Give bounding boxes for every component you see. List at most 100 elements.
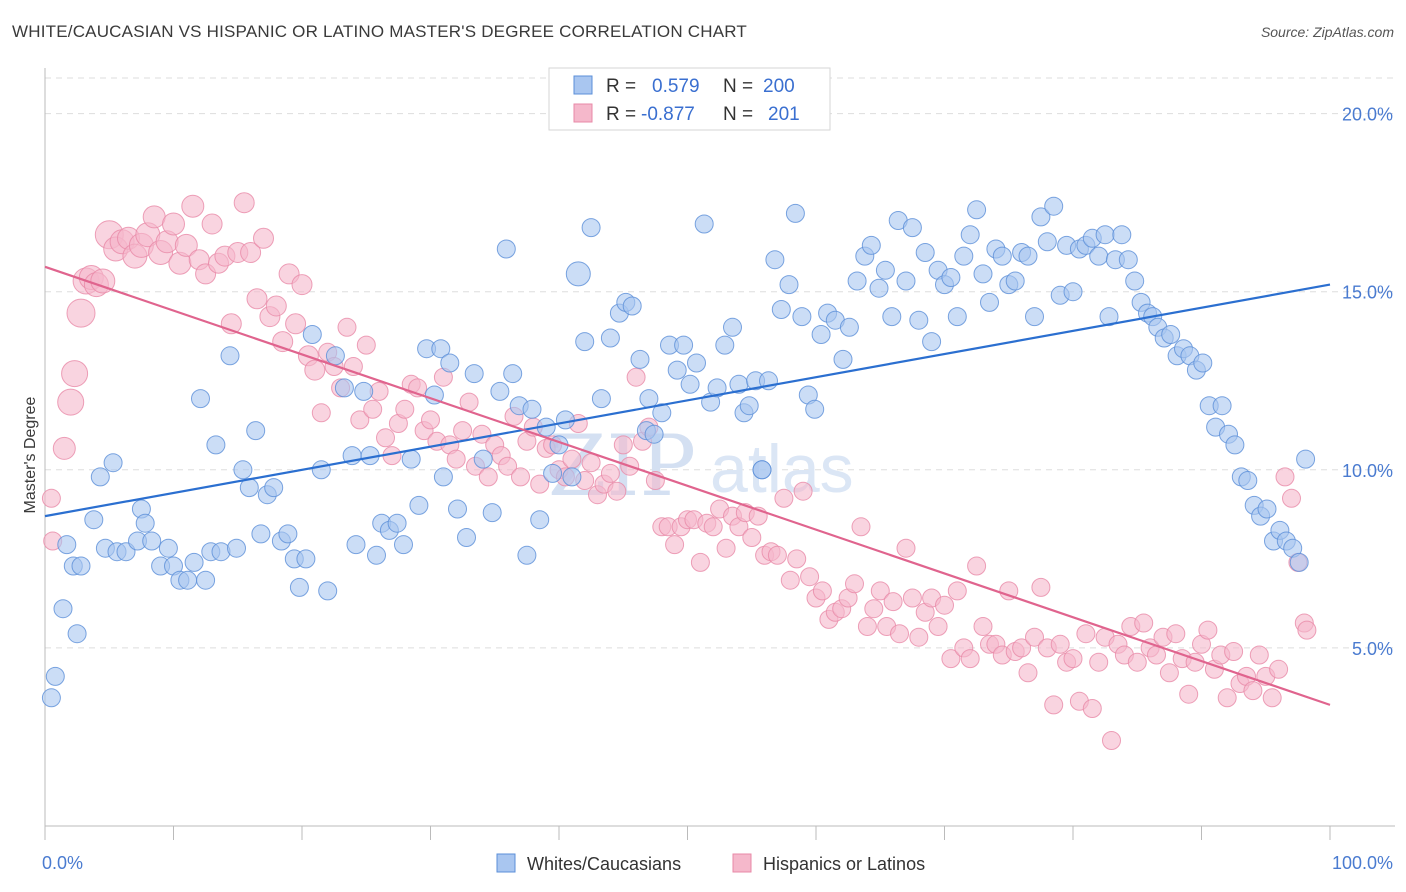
white-point (543, 463, 563, 483)
hispanic-point (716, 538, 736, 558)
white-point (909, 310, 929, 330)
white-point (424, 385, 444, 405)
white-point (311, 460, 331, 480)
white-point (251, 524, 271, 544)
white-point (394, 535, 413, 555)
hispanic-point (66, 298, 96, 328)
white-point (401, 449, 421, 469)
white-point (839, 317, 859, 337)
white-point (1025, 307, 1044, 327)
white-point (482, 503, 502, 523)
white-point (1225, 435, 1245, 455)
white-point (667, 360, 687, 380)
hispanic-point (498, 456, 518, 476)
white-point (694, 214, 714, 234)
y-tick-labels: 5.0% 10.0% 15.0% 20.0% (1342, 105, 1393, 659)
white-point (522, 399, 542, 419)
x-tick-label: 100.0% (1332, 853, 1393, 873)
white-point (503, 364, 523, 384)
hispanic-point (703, 517, 723, 537)
hispanic-point (1102, 731, 1121, 750)
white-points (41, 196, 1316, 708)
white-point (1112, 225, 1132, 245)
white-point (739, 396, 759, 416)
hispanic-point (774, 488, 794, 508)
white-point (264, 478, 284, 498)
hispanic-point (285, 313, 307, 335)
hispanic-point (973, 617, 993, 636)
hispanic-point (890, 624, 909, 644)
white-point (687, 353, 706, 373)
white-point (973, 264, 993, 284)
hispanic-point (665, 535, 685, 555)
hispanic-point (1179, 684, 1199, 704)
hispanic-point (857, 617, 877, 636)
hispanic-point (787, 549, 807, 569)
white-point (882, 307, 902, 327)
hispanic-point (1282, 488, 1301, 508)
hispanic-point (600, 463, 620, 483)
hispanic-point (1018, 663, 1038, 683)
white-point (45, 666, 65, 686)
hispanic-point (1249, 645, 1269, 665)
white-point (562, 467, 582, 487)
white-point (591, 389, 611, 409)
white-point (555, 410, 575, 430)
white-point (896, 271, 916, 291)
hispanic-point (246, 288, 268, 310)
y-tick-label: 5.0% (1352, 639, 1393, 659)
hispanic-point (350, 410, 370, 430)
white-point (715, 335, 735, 355)
hispanic-point (896, 538, 916, 558)
legend-n-value-1: 200 (763, 76, 795, 97)
white-point (103, 453, 123, 473)
white-point (367, 545, 386, 565)
hispanic-point (613, 435, 633, 455)
white-point (135, 513, 155, 533)
bottom-legend-label-whites: Whites/Caucasians (527, 854, 681, 874)
white-point (440, 353, 460, 373)
legend-r-value-1: 0.579 (652, 76, 700, 97)
white-point (71, 556, 91, 576)
white-point (960, 225, 980, 245)
hispanic-point (812, 581, 832, 601)
x-tick-labels: 0.0% 100.0% (42, 853, 1393, 873)
white-point (707, 378, 727, 398)
hispanic-point (845, 574, 864, 594)
white-point (869, 278, 889, 298)
hispanic-point (162, 212, 185, 236)
white-point (431, 339, 451, 359)
white-point (752, 460, 772, 480)
white-point (1095, 225, 1115, 245)
y-axis-label: Master's Degree (22, 396, 39, 513)
legend-r-label-1: R = (606, 76, 636, 97)
white-point (1099, 307, 1119, 327)
white-point (227, 538, 246, 558)
white-point (980, 292, 999, 312)
white-point (296, 549, 316, 569)
hispanic-point (1044, 695, 1064, 715)
series-legend: Whites/Caucasians Hispanics or Latinos (496, 853, 925, 874)
white-point (680, 374, 700, 394)
hispanic-point (999, 581, 1019, 601)
hispanic-point (864, 599, 884, 619)
white-point (622, 296, 642, 316)
white-point (644, 424, 664, 444)
hispanic-point (780, 570, 800, 590)
hispanic-point (883, 592, 903, 612)
hispanic-point (142, 205, 166, 229)
white-point (792, 307, 812, 327)
hispanic-point (1012, 638, 1032, 658)
white-point (1089, 246, 1109, 266)
hispanic-point (1217, 688, 1237, 708)
hispanic-point (41, 488, 61, 508)
white-point (1005, 271, 1025, 291)
white-point (490, 381, 510, 401)
white-point (954, 246, 974, 266)
legend-r-label-2: R = (606, 104, 636, 125)
hispanic-point (1127, 652, 1147, 672)
hispanic-point (1159, 663, 1179, 683)
y-tick-label: 15.0% (1342, 283, 1393, 303)
hispanic-point (1082, 699, 1102, 718)
white-point (409, 495, 429, 515)
